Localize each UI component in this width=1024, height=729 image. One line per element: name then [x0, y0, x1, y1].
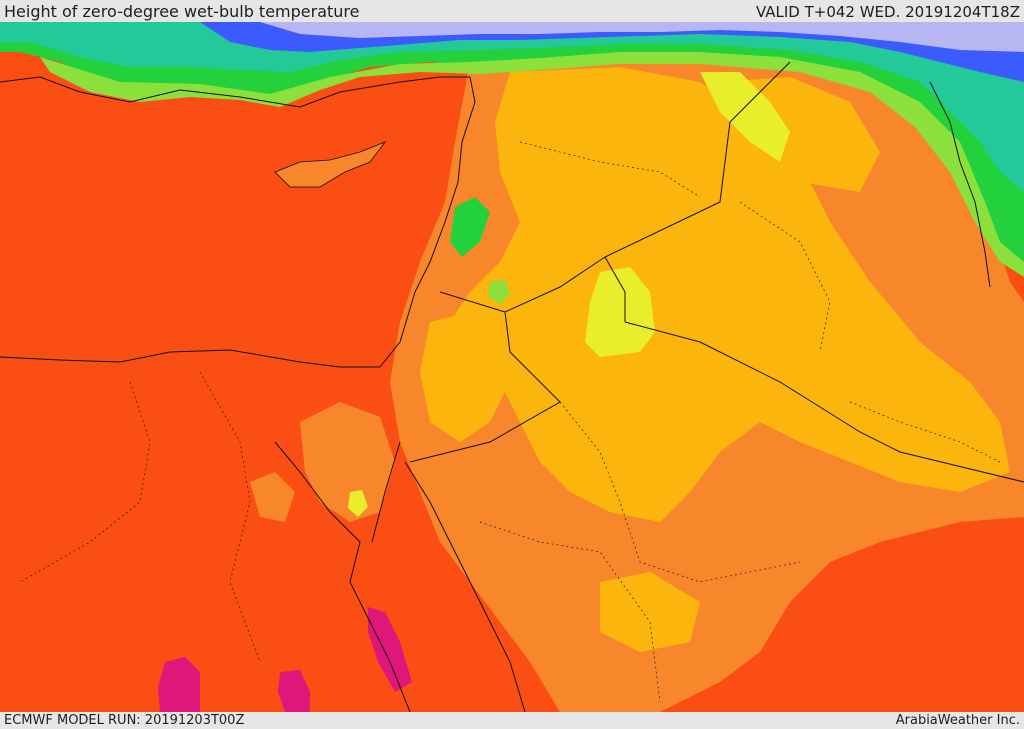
orange-egypt-patch: [250, 472, 295, 522]
iraq-jordan-border: [604, 256, 626, 322]
footer-bar: ECMWF MODEL RUN: 20191203T00Z ArabiaWeat…: [0, 712, 1024, 729]
blue-band: [200, 22, 1024, 82]
magenta-patch-sudan: [158, 657, 200, 712]
levant-coast: [379, 76, 476, 368]
amber-jordan-patch: [420, 312, 510, 442]
iraq-saudi-border: [624, 321, 1024, 483]
border-lines: [0, 61, 1024, 712]
credit-label: ArabiaWeather Inc.: [895, 713, 1020, 728]
dotted-provincial-lines: [19, 141, 1001, 703]
egypt-north-coast: [0, 349, 380, 368]
magenta-patch-south: [278, 670, 310, 712]
magenta-patch-redsea: [368, 607, 412, 692]
gulf-aqaba: [371, 441, 401, 543]
yellow-patch-sinai: [348, 490, 368, 517]
red-sea-east: [404, 461, 526, 712]
model-run-label: ECMWF MODEL RUN: 20191203T00Z: [4, 713, 245, 728]
cyprus-outline: [274, 141, 387, 188]
header-bar: Height of zero-degree wet-bulb temperatu…: [0, 0, 1024, 22]
yellow-patch-central: [585, 267, 655, 357]
green-band: [0, 22, 1024, 272]
amber-region: [450, 67, 1010, 522]
map-title: Height of zero-degree wet-bulb temperatu…: [4, 2, 360, 21]
orange-sinai-patch: [300, 402, 395, 522]
weather-map[interactable]: [0, 22, 1024, 712]
north-coast-turkey: [0, 76, 470, 108]
red-sea-west: [349, 541, 411, 712]
iran-border: [929, 81, 991, 288]
lavender-band: [260, 22, 1024, 52]
sinai-west: [274, 441, 361, 543]
valid-time: VALID T+042 WED. 20191204T18Z: [755, 3, 1020, 21]
map-canvas: [0, 22, 1024, 712]
green-lebanon-patch: [450, 197, 490, 257]
yellow-patch-north: [700, 72, 790, 162]
green-jordan-dot: [488, 280, 510, 304]
teal-band: [0, 22, 1024, 192]
amber-south-patch: [600, 572, 700, 652]
